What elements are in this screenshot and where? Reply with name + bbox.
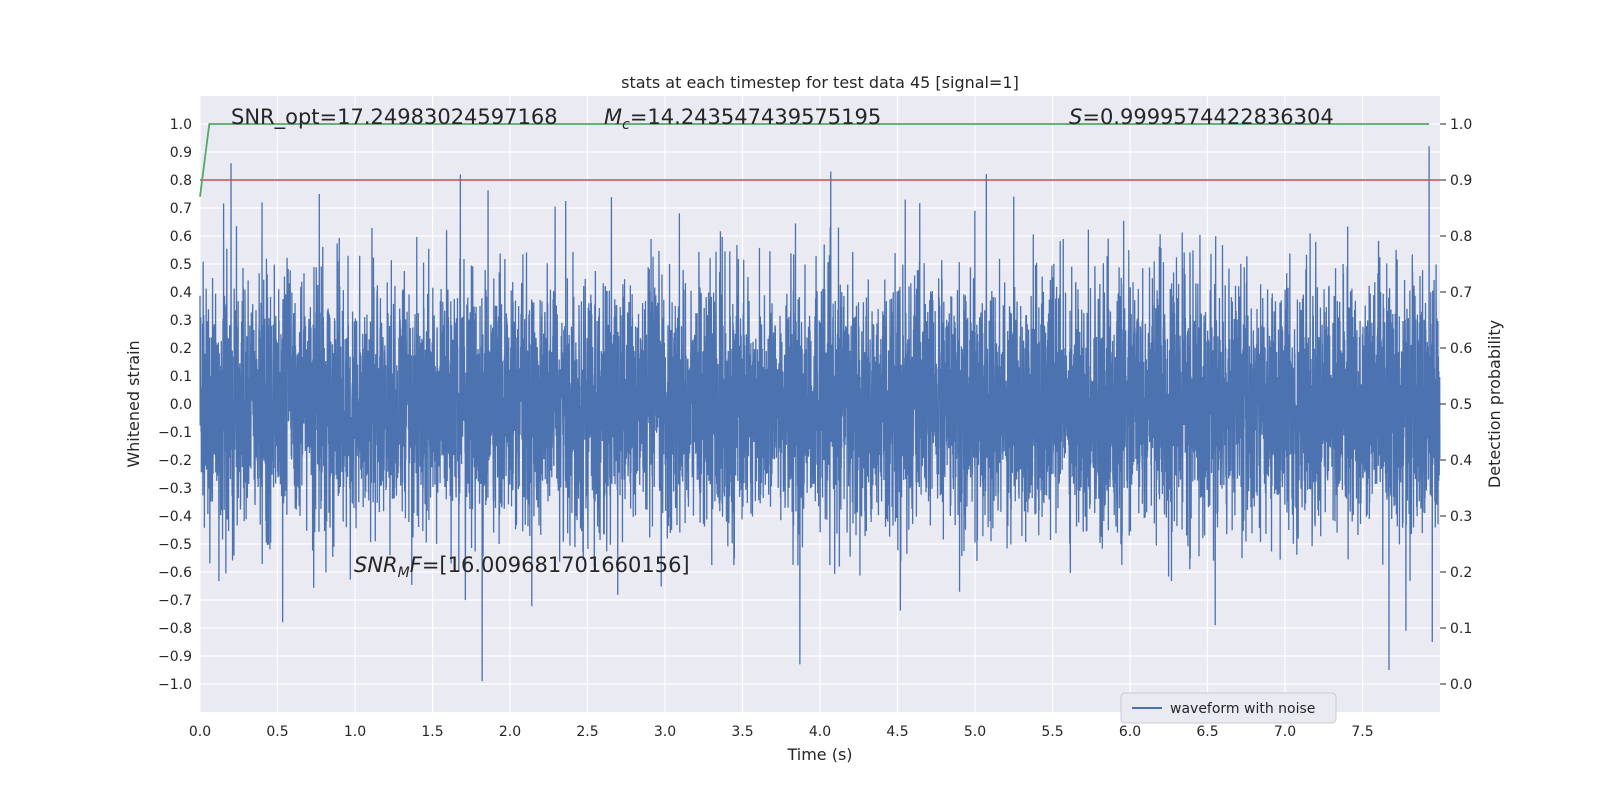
y-tick-label-6: 0.4 bbox=[170, 285, 192, 301]
chirp-mass-annotation: Mc=14.243547439575195 bbox=[604, 105, 881, 133]
legend-label-waveform: waveform with noise bbox=[1170, 701, 1315, 717]
y-tick-label-8: 0.2 bbox=[170, 341, 192, 357]
y-tick-label-13: −0.3 bbox=[158, 481, 192, 497]
y-tick-label-14: −0.4 bbox=[158, 509, 192, 525]
y2-tick-label-7: 0.3 bbox=[1450, 509, 1472, 525]
y-tick-label-0: 1.0 bbox=[170, 117, 192, 133]
y2-tick-label-5: 0.5 bbox=[1450, 397, 1472, 413]
y2-tick-label-2: 0.8 bbox=[1450, 229, 1472, 245]
y-tick-label-10: 0.0 bbox=[170, 397, 192, 413]
x-tick-label-5: 2.5 bbox=[576, 724, 598, 740]
waveform-line bbox=[199, 146, 1441, 682]
probability-line bbox=[199, 123, 1430, 197]
probability-overlays bbox=[199, 123, 1440, 197]
y2-tick-label-10: 0.0 bbox=[1450, 677, 1472, 693]
y-tick-label-2: 0.8 bbox=[170, 173, 192, 189]
snr-mf-annotation: SNRMF=[16.009681701660156] bbox=[354, 553, 690, 581]
x-tick-label-6: 3.0 bbox=[654, 724, 676, 740]
snr-mf-f: F bbox=[410, 553, 423, 577]
y2-tick-label-3: 0.7 bbox=[1450, 285, 1472, 301]
x-tick-label-0: 0.0 bbox=[189, 724, 211, 740]
y-tick-label-20: −1.0 bbox=[158, 677, 192, 693]
chart-title: stats at each timestep for test data 45 … bbox=[621, 73, 1019, 92]
snr-mf-symbol: SNR bbox=[354, 553, 398, 577]
x-tick-label-13: 6.5 bbox=[1196, 724, 1218, 740]
s-symbol: S bbox=[1069, 105, 1082, 129]
x-tick-label-7: 3.5 bbox=[731, 724, 753, 740]
y-tick-label-12: −0.2 bbox=[158, 453, 192, 469]
chirp-mass-subscript: c bbox=[622, 117, 630, 133]
x-tick-label-9: 4.5 bbox=[886, 724, 908, 740]
y2-tick-label-4: 0.6 bbox=[1450, 341, 1472, 357]
y-tick-label-19: −0.9 bbox=[158, 649, 192, 665]
y-tick-label-18: −0.8 bbox=[158, 621, 192, 637]
y-tick-label-5: 0.5 bbox=[170, 257, 192, 273]
x-tick-label-4: 2.0 bbox=[499, 724, 521, 740]
x-tick-label-1: 0.5 bbox=[266, 724, 288, 740]
x-tick-label-15: 7.5 bbox=[1351, 724, 1373, 740]
y2-axis-label: Detection probability bbox=[1485, 320, 1504, 488]
x-tick-label-2: 1.0 bbox=[344, 724, 366, 740]
y-tick-label-15: −0.5 bbox=[158, 537, 192, 553]
y-tick-label-17: −0.7 bbox=[158, 593, 192, 609]
y-axis-label: Whitened strain bbox=[124, 340, 143, 467]
snr-mf-value: =[16.009681701660156] bbox=[422, 553, 690, 577]
snr-mf-subscript: M bbox=[398, 565, 410, 581]
y-tick-label-16: −0.6 bbox=[158, 565, 192, 581]
x-tick-label-8: 4.0 bbox=[809, 724, 831, 740]
y2-tick-label-6: 0.4 bbox=[1450, 453, 1472, 469]
y2-axis-ticks: 1.0 0.9 0.8 0.7 0.6 0.5 0.4 0.3 0.2 0.1 0.0 bbox=[1440, 117, 1472, 693]
x-tick-label-12: 6.0 bbox=[1119, 724, 1141, 740]
legend: waveform with noise bbox=[1120, 692, 1337, 724]
y-tick-label-9: 0.1 bbox=[170, 369, 192, 385]
x-tick-label-10: 5.0 bbox=[964, 724, 986, 740]
waveform-series bbox=[199, 146, 1441, 682]
x-axis-ticks: 0.0 0.5 1.0 1.5 2.0 2.5 3.0 3.5 4.0 4.5 5.0 5.5 6.0 6… bbox=[189, 724, 1374, 740]
y2-tick-label-1: 0.9 bbox=[1450, 173, 1472, 189]
y-axis-ticks: 1.0 0.9 0.8 0.7 0.6 0.5 0.4 0.3 0.2 0.1 0.0 −0.1 −0.… bbox=[158, 117, 192, 693]
y2-tick-label-9: 0.1 bbox=[1450, 621, 1472, 637]
x-axis-label: Time (s) bbox=[786, 745, 852, 764]
y-tick-label-3: 0.7 bbox=[170, 201, 192, 217]
s-value: =0.9999574422836304 bbox=[1082, 105, 1333, 129]
y-tick-label-1: 0.9 bbox=[170, 145, 192, 161]
y2-tick-label-0: 1.0 bbox=[1450, 117, 1472, 133]
y-tick-label-7: 0.3 bbox=[170, 313, 192, 329]
y-tick-label-4: 0.6 bbox=[170, 229, 192, 245]
chirp-mass-symbol: M bbox=[604, 105, 622, 129]
snr-opt-annotation: SNR_opt=17.24983024597168 bbox=[231, 105, 558, 130]
y2-tick-label-8: 0.2 bbox=[1450, 565, 1472, 581]
x-tick-label-3: 1.5 bbox=[421, 724, 443, 740]
x-tick-label-11: 5.5 bbox=[1041, 724, 1063, 740]
y-tick-label-11: −0.1 bbox=[158, 425, 192, 441]
chirp-mass-value: =14.243547439575195 bbox=[630, 105, 881, 129]
s-annotation: S=0.9999574422836304 bbox=[1069, 105, 1334, 129]
x-tick-label-14: 7.0 bbox=[1274, 724, 1296, 740]
legend-box bbox=[1120, 692, 1337, 724]
